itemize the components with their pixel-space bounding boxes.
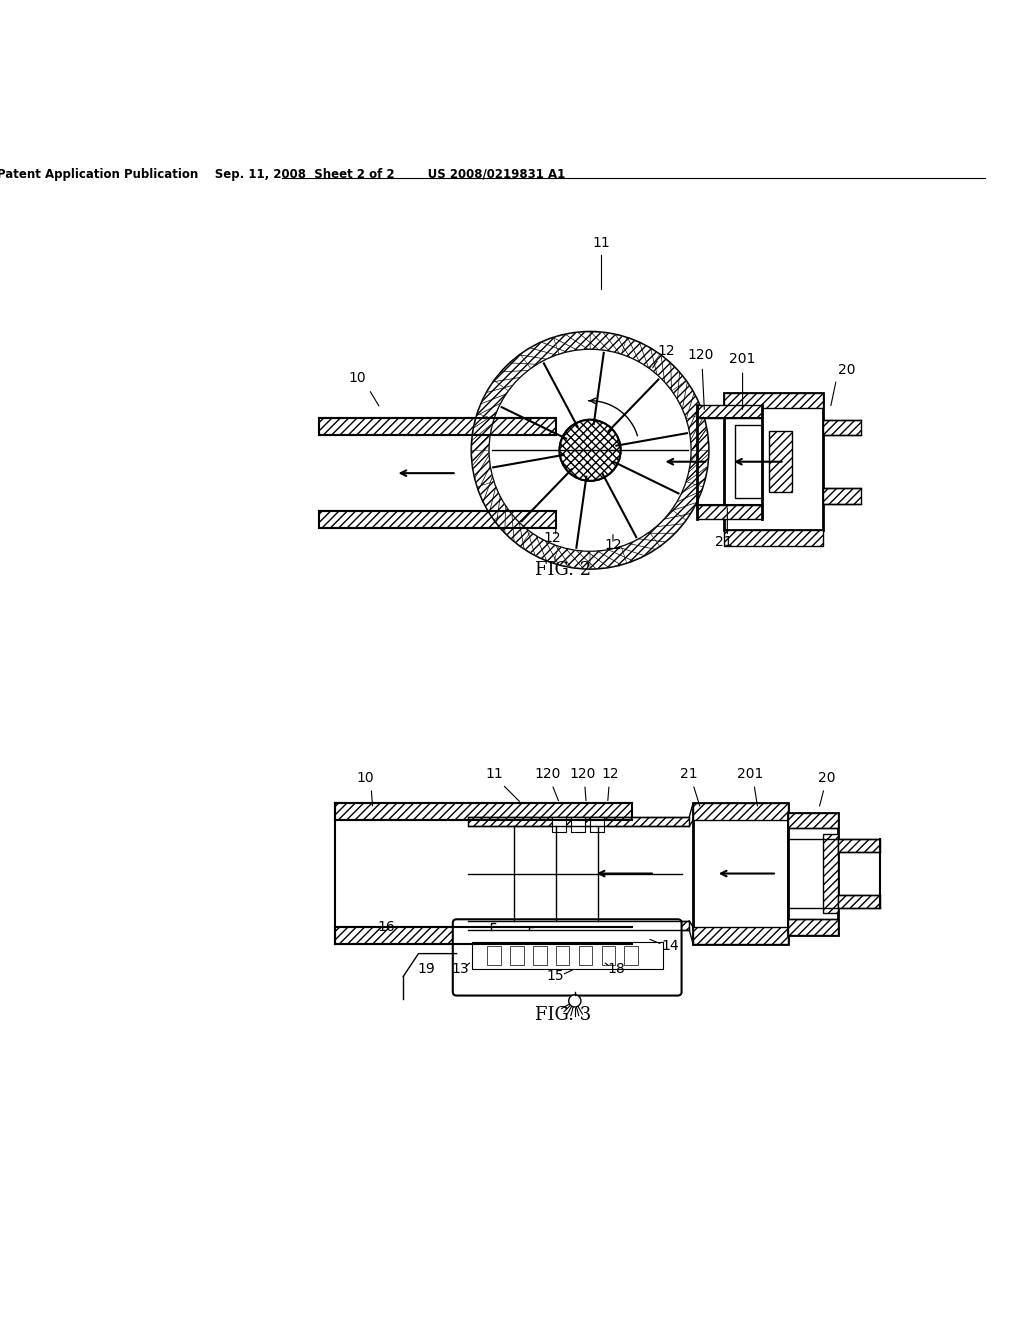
Wedge shape (472, 450, 494, 487)
Bar (532, 946, 547, 965)
Text: 19: 19 (417, 962, 435, 975)
Text: 120: 120 (687, 347, 714, 362)
Wedge shape (495, 355, 530, 391)
Bar (724, 531, 822, 545)
Wedge shape (622, 338, 659, 368)
Wedge shape (590, 546, 627, 569)
Text: 201: 201 (729, 351, 756, 366)
Bar (838, 895, 880, 908)
Text: 14: 14 (662, 939, 679, 953)
Bar (838, 840, 880, 853)
Text: 12: 12 (602, 767, 620, 781)
Bar (601, 946, 615, 965)
Text: 12: 12 (543, 531, 561, 545)
Bar (822, 834, 838, 913)
Bar (788, 919, 838, 935)
Text: FIG. 2: FIG. 2 (536, 561, 592, 578)
Text: 21: 21 (715, 535, 732, 549)
Bar (552, 817, 565, 833)
Wedge shape (477, 482, 508, 520)
Bar (468, 921, 689, 931)
Wedge shape (686, 450, 709, 487)
Wedge shape (477, 380, 508, 418)
Bar (472, 942, 663, 969)
Text: Patent Application Publication    Sep. 11, 2008  Sheet 2 of 2        US 2008/021: Patent Application Publication Sep. 11, … (0, 168, 565, 181)
Bar (769, 432, 793, 492)
Bar (693, 927, 788, 944)
Bar (335, 927, 632, 944)
Wedge shape (649, 355, 686, 391)
Text: 16: 16 (378, 920, 395, 933)
Text: FIG. 3: FIG. 3 (536, 1006, 592, 1024)
Text: 20: 20 (838, 363, 855, 378)
Text: 13: 13 (452, 962, 469, 975)
Bar (625, 946, 638, 965)
Text: 120: 120 (535, 767, 561, 781)
Bar (571, 817, 585, 833)
Text: 12: 12 (657, 345, 675, 358)
Bar (724, 393, 822, 408)
Circle shape (559, 420, 621, 480)
Bar (696, 506, 762, 519)
Wedge shape (495, 510, 530, 546)
Bar (693, 804, 788, 820)
Bar (319, 418, 556, 436)
Bar (693, 804, 788, 944)
Wedge shape (554, 546, 590, 569)
Bar (590, 817, 604, 833)
Bar (696, 404, 762, 418)
Bar (319, 511, 556, 528)
Wedge shape (686, 413, 709, 450)
Text: 12: 12 (604, 539, 622, 552)
Text: 201: 201 (737, 767, 764, 781)
Bar (487, 946, 501, 965)
Bar (556, 946, 569, 965)
Wedge shape (672, 380, 702, 418)
Text: 15: 15 (547, 969, 564, 983)
Wedge shape (472, 413, 494, 450)
Bar (788, 813, 838, 828)
Wedge shape (622, 532, 659, 562)
Bar (735, 425, 762, 499)
Text: 18: 18 (608, 962, 626, 975)
Bar (335, 804, 632, 820)
Text: 11: 11 (485, 767, 504, 781)
Circle shape (568, 995, 581, 1007)
Bar (822, 488, 861, 504)
Bar (468, 817, 689, 826)
Wedge shape (554, 333, 590, 354)
Text: 11: 11 (593, 236, 610, 289)
Bar (724, 393, 822, 531)
Bar (788, 813, 838, 935)
Text: 120: 120 (569, 767, 596, 781)
Text: 10: 10 (348, 371, 367, 384)
Wedge shape (649, 510, 686, 546)
Bar (822, 420, 861, 436)
FancyBboxPatch shape (453, 919, 682, 995)
Text: 21: 21 (680, 767, 698, 781)
Text: 10: 10 (356, 771, 374, 785)
Circle shape (559, 420, 621, 480)
Bar (510, 946, 523, 965)
Bar (579, 946, 592, 965)
Wedge shape (672, 482, 702, 520)
Wedge shape (520, 338, 559, 368)
Text: 20: 20 (818, 771, 836, 785)
Wedge shape (520, 532, 559, 562)
Wedge shape (590, 333, 627, 354)
